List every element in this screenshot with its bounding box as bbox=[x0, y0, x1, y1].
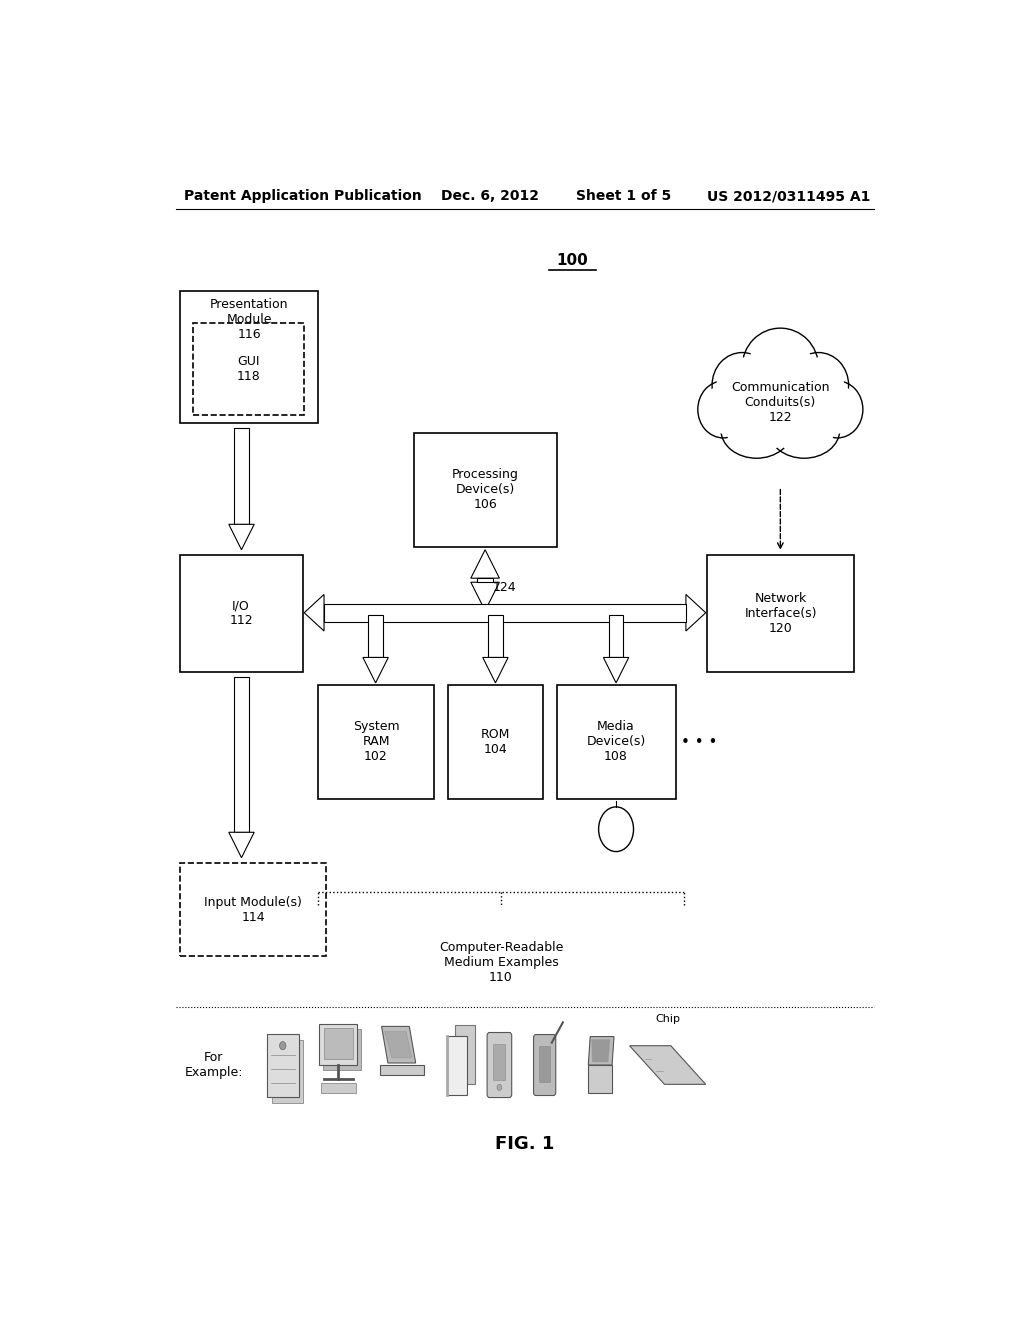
Text: Sheet 1 of 5: Sheet 1 of 5 bbox=[577, 189, 672, 203]
Bar bbox=[488, 615, 503, 657]
Ellipse shape bbox=[742, 329, 818, 405]
Text: 100: 100 bbox=[556, 252, 589, 268]
Bar bbox=[609, 615, 624, 657]
Text: Network
Interface(s)
120: Network Interface(s) 120 bbox=[744, 591, 817, 635]
Text: US 2012/0311495 A1: US 2012/0311495 A1 bbox=[708, 189, 870, 203]
Ellipse shape bbox=[721, 401, 793, 458]
Polygon shape bbox=[228, 524, 254, 549]
Text: • • •: • • • bbox=[681, 735, 718, 750]
Text: Chip: Chip bbox=[655, 1014, 680, 1024]
Ellipse shape bbox=[711, 351, 850, 444]
Text: ROM
104: ROM 104 bbox=[480, 727, 510, 756]
Ellipse shape bbox=[712, 352, 772, 417]
Ellipse shape bbox=[768, 401, 840, 458]
Bar bbox=[267, 1034, 299, 1097]
Bar bbox=[194, 323, 304, 414]
FancyBboxPatch shape bbox=[534, 1035, 556, 1096]
Bar bbox=[324, 1030, 361, 1071]
Bar bbox=[494, 1044, 506, 1080]
Bar bbox=[319, 1024, 357, 1065]
Bar bbox=[539, 1045, 550, 1082]
Text: For
Example:: For Example: bbox=[184, 1051, 243, 1078]
Ellipse shape bbox=[748, 334, 813, 400]
Ellipse shape bbox=[697, 381, 749, 438]
Bar bbox=[447, 1036, 467, 1094]
Text: System
RAM
102: System RAM 102 bbox=[352, 721, 399, 763]
Text: Computer-Readable
Medium Examples
110: Computer-Readable Medium Examples 110 bbox=[439, 941, 563, 983]
Bar bbox=[557, 685, 676, 799]
Circle shape bbox=[280, 1041, 286, 1049]
Text: Media
Device(s)
108: Media Device(s) 108 bbox=[587, 721, 646, 763]
Polygon shape bbox=[588, 1036, 614, 1065]
Ellipse shape bbox=[793, 358, 844, 413]
Text: Patent Application Publication: Patent Application Publication bbox=[183, 189, 421, 203]
Bar bbox=[179, 290, 318, 422]
Text: Presentation
Module
116: Presentation Module 116 bbox=[210, 298, 289, 341]
Text: Processing
Device(s)
106: Processing Device(s) 106 bbox=[452, 469, 518, 511]
Ellipse shape bbox=[717, 358, 768, 413]
Text: Input Module(s)
114: Input Module(s) 114 bbox=[204, 895, 302, 924]
Bar bbox=[414, 433, 557, 546]
Ellipse shape bbox=[726, 405, 786, 454]
Text: 124: 124 bbox=[494, 581, 517, 594]
Text: GUI
118: GUI 118 bbox=[237, 355, 260, 383]
Polygon shape bbox=[382, 1027, 416, 1063]
Polygon shape bbox=[603, 657, 629, 682]
Text: Communication
Conduits(s)
122: Communication Conduits(s) 122 bbox=[731, 381, 829, 424]
Polygon shape bbox=[630, 1045, 706, 1084]
FancyBboxPatch shape bbox=[487, 1032, 512, 1097]
Bar bbox=[456, 1026, 475, 1084]
Text: I/O
112: I/O 112 bbox=[229, 599, 253, 627]
Bar bbox=[234, 677, 249, 833]
Bar bbox=[369, 615, 383, 657]
Polygon shape bbox=[228, 833, 254, 858]
Polygon shape bbox=[482, 657, 508, 682]
Bar bbox=[318, 685, 433, 799]
Polygon shape bbox=[380, 1065, 424, 1076]
Ellipse shape bbox=[719, 364, 842, 441]
Polygon shape bbox=[592, 1040, 610, 1063]
Polygon shape bbox=[304, 594, 324, 631]
Ellipse shape bbox=[816, 385, 859, 434]
Bar bbox=[179, 863, 327, 956]
Polygon shape bbox=[471, 549, 500, 578]
Circle shape bbox=[497, 1084, 502, 1090]
Bar bbox=[324, 1028, 352, 1059]
Bar bbox=[179, 554, 303, 672]
Polygon shape bbox=[588, 1065, 612, 1093]
Bar bbox=[324, 603, 686, 622]
Bar bbox=[708, 554, 854, 672]
Bar bbox=[321, 1084, 355, 1093]
Bar bbox=[234, 428, 249, 524]
Bar bbox=[271, 1040, 303, 1102]
Polygon shape bbox=[362, 657, 388, 682]
Text: FIG. 1: FIG. 1 bbox=[496, 1135, 554, 1154]
Ellipse shape bbox=[774, 405, 835, 454]
Bar bbox=[477, 578, 494, 582]
Text: Dec. 6, 2012: Dec. 6, 2012 bbox=[441, 189, 540, 203]
Ellipse shape bbox=[701, 385, 744, 434]
Ellipse shape bbox=[788, 352, 849, 417]
Polygon shape bbox=[471, 582, 500, 611]
Polygon shape bbox=[385, 1031, 412, 1057]
Bar bbox=[447, 685, 543, 799]
Polygon shape bbox=[686, 594, 706, 631]
Ellipse shape bbox=[812, 381, 863, 438]
